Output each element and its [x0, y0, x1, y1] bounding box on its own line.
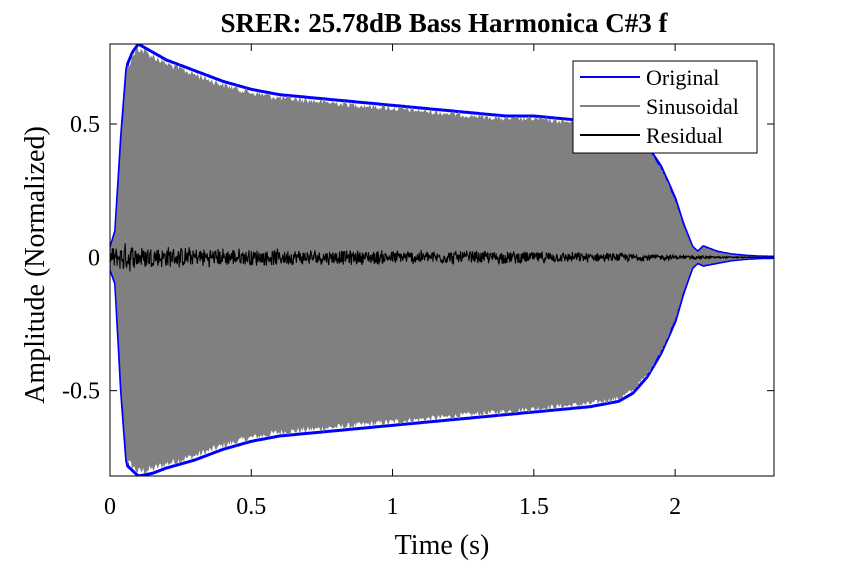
x-axis-label: Time (s) — [395, 530, 490, 561]
plot-area — [110, 44, 774, 476]
y-tick-label: 0.5 — [70, 112, 100, 138]
legend-label-residual: Residual — [646, 123, 723, 148]
x-tick-label: 1.5 — [519, 494, 549, 520]
x-tick-label: 1 — [387, 494, 399, 520]
legend: Original Sinusoidal Residual — [572, 60, 758, 154]
axes-box — [109, 43, 775, 477]
original-signal-envelope — [110, 44, 774, 476]
residual-signal-line — [110, 243, 774, 272]
x-axis-ticks: 0 0.5 1 1.5 2 — [104, 44, 681, 520]
y-tick-label: -0.5 — [62, 379, 100, 405]
x-tick-label: 2 — [669, 494, 681, 520]
x-tick-label: 0.5 — [236, 494, 266, 520]
chart-title: SRER: 25.78dB Bass Harmonica C#3 f — [220, 8, 668, 38]
y-axis-label: Amplitude (Normalized) — [20, 126, 51, 404]
y-axis-ticks: -0.5 0 0.5 — [62, 112, 774, 405]
y-tick-label: 0 — [88, 245, 100, 271]
legend-label-sinusoidal: Sinusoidal — [646, 94, 739, 119]
x-tick-label: 0 — [104, 494, 116, 520]
legend-label-original: Original — [646, 65, 719, 90]
